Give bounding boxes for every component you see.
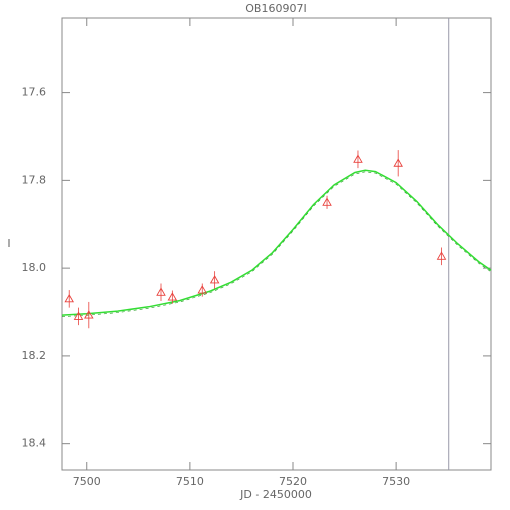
y-tick-label: 18.2 [22,349,47,362]
data-point [436,251,447,260]
data-point [393,158,403,167]
data-point [167,292,178,301]
plot-frame [61,17,492,471]
chart-title: OB160907I [245,2,306,15]
x-tick-label: 7510 [176,475,204,488]
x-tick-label: 7520 [279,475,307,488]
data-point [84,310,94,319]
y-tick-label: 18.4 [22,437,47,450]
y-tick-label: 17.6 [22,86,47,99]
x-tick-label: 7500 [73,475,101,488]
data-point [73,311,84,320]
y-tick-label: 17.8 [22,173,47,186]
data-point [322,197,332,206]
y-tick-label: 18.0 [22,261,47,274]
data-point [64,293,74,303]
model-curve [61,171,492,317]
model-curve [61,169,492,316]
x-tick-label: 7530 [382,475,410,488]
x-axis-label: JD - 2450000 [239,488,312,501]
data-point [156,287,166,296]
data-point [353,154,363,163]
data-point [209,275,220,284]
y-axis-label: I [7,237,10,250]
data-point [197,285,208,294]
